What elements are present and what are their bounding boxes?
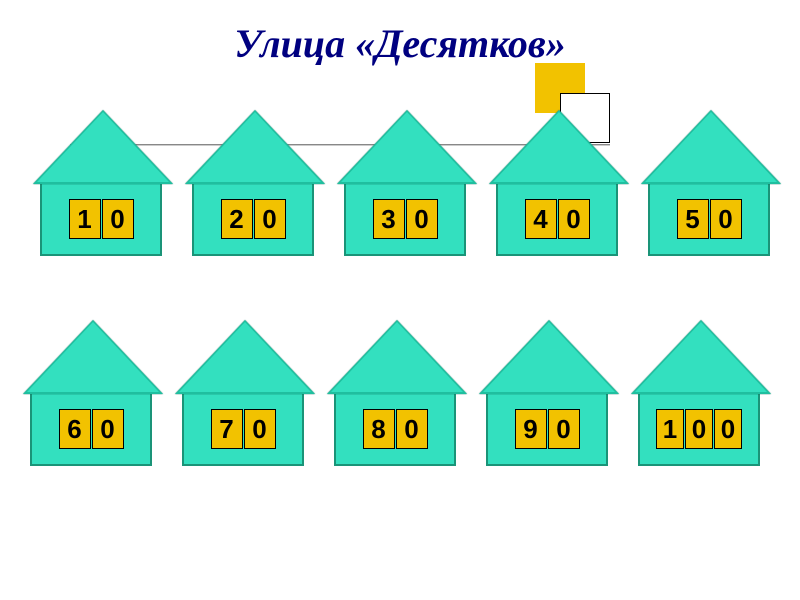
house-90: 9 0	[484, 320, 614, 466]
roof-icon	[175, 320, 315, 394]
page-title: Улица «Десятков»	[234, 20, 566, 67]
digit-cell: 4	[525, 199, 557, 239]
digit-cell: 5	[677, 199, 709, 239]
roof-icon	[489, 110, 629, 184]
house-body: 9 0	[486, 392, 608, 466]
digit-cell: 7	[211, 409, 243, 449]
house-body: 1 0	[40, 182, 162, 256]
digit-cell: 0	[558, 199, 590, 239]
house-body: 7 0	[182, 392, 304, 466]
digit-cell: 0	[396, 409, 428, 449]
digit-cell: 0	[92, 409, 124, 449]
house-10: 1 0	[38, 110, 168, 256]
house-body: 4 0	[496, 182, 618, 256]
house-30: 3 0	[342, 110, 472, 256]
house-body: 5 0	[648, 182, 770, 256]
digit-cell: 6	[59, 409, 91, 449]
house-row-1: 1 0 2 0 3 0 4 0 5 0	[38, 110, 776, 256]
digit-cell: 0	[102, 199, 134, 239]
digit-cell: 2	[221, 199, 253, 239]
roof-icon	[641, 110, 781, 184]
digit-cell: 8	[363, 409, 395, 449]
digit-cell: 1	[69, 199, 101, 239]
house-40: 4 0	[494, 110, 624, 256]
house-body: 8 0	[334, 392, 456, 466]
house-70: 7 0	[180, 320, 310, 466]
roof-icon	[337, 110, 477, 184]
house-20: 2 0	[190, 110, 320, 256]
house-50: 5 0	[646, 110, 776, 256]
roof-icon	[23, 320, 163, 394]
house-80: 8 0	[332, 320, 462, 466]
house-body: 2 0	[192, 182, 314, 256]
roof-icon	[327, 320, 467, 394]
house-row-2: 6 0 7 0 8 0 9 0 1 0 0	[28, 320, 766, 466]
house-100: 1 0 0	[636, 320, 766, 466]
roof-icon	[479, 320, 619, 394]
digit-cell: 0	[710, 199, 742, 239]
digit-cell: 9	[515, 409, 547, 449]
roof-icon	[185, 110, 325, 184]
house-body: 3 0	[344, 182, 466, 256]
house-60: 6 0	[28, 320, 158, 466]
house-body: 6 0	[30, 392, 152, 466]
roof-icon	[33, 110, 173, 184]
digit-cell: 3	[373, 199, 405, 239]
digit-cell: 0	[548, 409, 580, 449]
house-body: 1 0 0	[638, 392, 760, 466]
digit-cell: 0	[714, 409, 742, 449]
digit-cell: 0	[244, 409, 276, 449]
digit-cell: 1	[656, 409, 684, 449]
roof-icon	[631, 320, 771, 394]
digit-cell: 0	[406, 199, 438, 239]
digit-cell: 0	[254, 199, 286, 239]
digit-cell: 0	[685, 409, 713, 449]
